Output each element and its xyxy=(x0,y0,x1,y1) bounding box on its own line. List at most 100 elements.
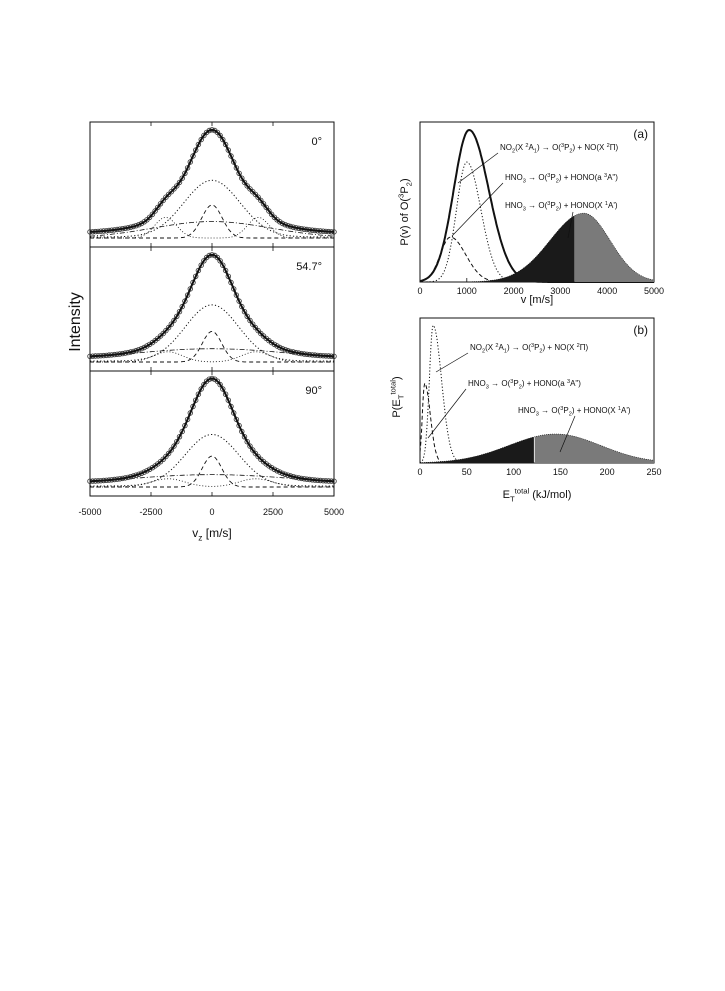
x-tick-label: 3000 xyxy=(550,286,570,296)
annotation-hono-x1-b-part: A') xyxy=(621,406,631,415)
data-point xyxy=(198,136,204,143)
x-axis-title-b-part: (kJ/mol) xyxy=(529,489,571,501)
annotation-hono-x1-b-part: ) + HONO(X xyxy=(572,406,618,415)
annotation-hono-x1-b: HNO3 → O(3P2) + HONO(X 1A') xyxy=(518,406,631,418)
annotation-no2-b-part: 2 xyxy=(482,348,485,354)
annotation-hono-a3-b-part: 2 xyxy=(519,384,522,390)
annotation-hono-x1-part: 2 xyxy=(556,206,559,212)
x-tick-label: -2500 xyxy=(139,507,162,517)
annotation-no2-part: 2 xyxy=(525,143,528,149)
data-point xyxy=(160,330,166,337)
dashed-component-line xyxy=(90,330,334,363)
y-axis-title-b-part: total xyxy=(389,380,398,395)
filled-distribution-dark xyxy=(420,215,575,282)
y-axis-title-a: P(v) of O(3P2) xyxy=(397,178,414,245)
data-point xyxy=(217,132,223,139)
annotation-hono-a3-b-part: 3 xyxy=(486,384,489,390)
annotation-no2-part: 2 xyxy=(512,148,515,154)
annotation-hono-a3-part: → O( xyxy=(526,173,548,182)
data-point xyxy=(198,386,204,392)
annotation-hono-a3-b-part: 3 xyxy=(510,379,513,385)
annotation-hono-a3-part: P xyxy=(550,173,555,182)
annotation-hono-x1-b-part: → O( xyxy=(539,406,561,415)
data-point xyxy=(149,465,156,471)
annotation-no2: NO2(X 2A1) → O(3P2) + NO(X 2Π) xyxy=(500,143,618,155)
filled-distribution-outline xyxy=(420,212,655,283)
data-point xyxy=(266,463,272,469)
annotation-no2-b-part: NO xyxy=(470,343,482,352)
annotation-no2-part: 3 xyxy=(561,143,564,149)
y-axis-title-a-part: P(v) of O( xyxy=(399,198,411,246)
angle-label: 90° xyxy=(305,385,322,397)
data-point xyxy=(252,191,259,198)
x-axis-title: vz [m/s] xyxy=(192,526,232,543)
filled-distribution-outline xyxy=(419,433,655,463)
x-tick-label: 50 xyxy=(462,467,472,477)
annotation-hono-a3-b-part: HNO xyxy=(468,379,486,388)
data-point xyxy=(171,186,177,192)
annotation-hono-a3-part: 2 xyxy=(556,178,559,184)
fit-total-line xyxy=(90,377,334,483)
data-point xyxy=(247,443,253,449)
annotation-hono-x1-b-part: 2 xyxy=(569,411,572,417)
x-tick-label: 0 xyxy=(417,467,422,477)
data-point xyxy=(152,208,158,214)
annotation-no2-b-part: 2 xyxy=(577,343,580,349)
y-axis-title-b-part: ) xyxy=(391,376,403,380)
annotation-no2-b-part: A xyxy=(498,343,504,352)
data-point xyxy=(244,439,250,445)
annotation-hono-a3-b-part: A") xyxy=(570,379,581,388)
data-point xyxy=(266,208,272,214)
data-point xyxy=(271,466,278,472)
dashdot-component-line xyxy=(89,348,335,358)
data-point xyxy=(255,194,261,200)
data-point xyxy=(146,466,153,472)
annotation-no2-part: 2 xyxy=(607,143,610,149)
data-point xyxy=(155,204,161,211)
y-axis-title-a-part: 2 xyxy=(404,182,413,186)
data-point xyxy=(179,175,185,181)
data-point xyxy=(249,188,256,195)
data-point xyxy=(163,453,169,460)
data-point xyxy=(171,443,177,449)
annotation-hono-a3-part: 3 xyxy=(523,178,526,184)
annotation-hono-x1-part: 1 xyxy=(605,201,608,207)
annotation-no2-part: P xyxy=(564,143,569,152)
angle-label: 54.7° xyxy=(296,261,322,273)
shoulder-component-line xyxy=(90,478,334,488)
x-tick-label: 1000 xyxy=(457,286,477,296)
annotation-no2-part: 1 xyxy=(534,148,537,154)
x-axis-title-part: z xyxy=(198,533,202,543)
annotation-no2-b-part: 1 xyxy=(504,348,507,354)
data-point xyxy=(146,214,153,220)
data-point xyxy=(201,132,207,139)
x-axis-title-b-part: E xyxy=(503,489,510,501)
data-point xyxy=(179,303,185,310)
x-axis-title-b-part: T xyxy=(510,494,515,503)
annotation-leader xyxy=(451,182,504,237)
dashed-component-line xyxy=(90,455,334,488)
data-point xyxy=(182,170,188,176)
dotted-component-line xyxy=(90,179,334,238)
annotation-hono-a3-part: HNO xyxy=(505,173,523,182)
data-point xyxy=(176,309,183,315)
data-point xyxy=(252,324,259,331)
data-point xyxy=(217,381,223,388)
annotation-hono-x1-b-part: P xyxy=(563,406,568,415)
y-axis-title-a-part: ) xyxy=(399,178,411,182)
y-axis-title: Intensity xyxy=(67,292,84,352)
x-tick-label: 100 xyxy=(506,467,521,477)
data-point xyxy=(174,183,180,189)
data-point xyxy=(271,341,278,348)
dotted-distribution-line xyxy=(420,161,654,283)
annotation-hono-a3-b-part: P xyxy=(513,379,518,388)
annotation-hono-x1-part: → O( xyxy=(526,201,548,210)
x-axis-title-b-part: total xyxy=(515,487,530,496)
annotation-no2-b: NO2(X 2A1) → O(3P2) + NO(X 2Π) xyxy=(470,343,588,355)
x-tick-label: 5000 xyxy=(644,286,664,296)
fit-total-line xyxy=(89,253,335,358)
annotation-no2-b-part: (X xyxy=(485,343,495,352)
data-point xyxy=(244,313,250,319)
annotation-hono-x1-b-part: 3 xyxy=(536,411,539,417)
data-point xyxy=(144,343,150,349)
